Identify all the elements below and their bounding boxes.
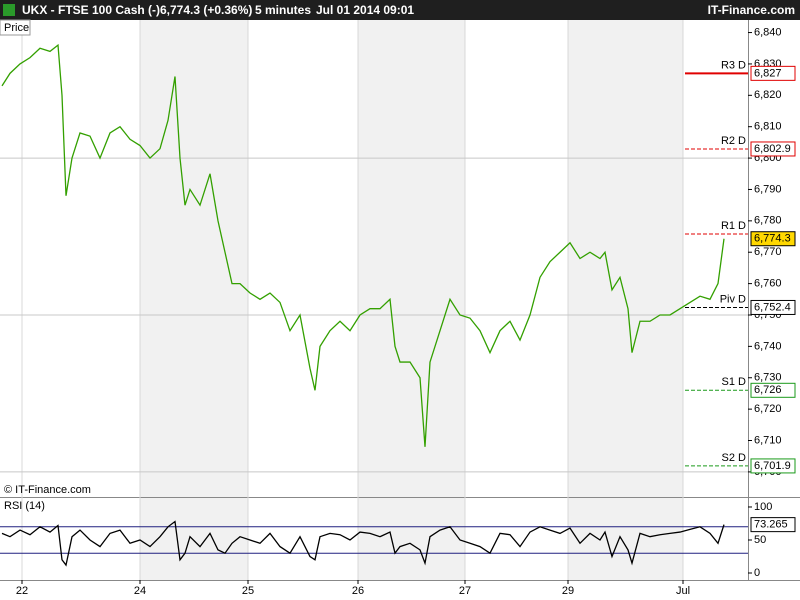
header-bar	[0, 0, 800, 20]
last-price-box	[750, 231, 796, 247]
y-tick-label: 50	[754, 534, 766, 546]
y-tick-label: 6,780	[754, 215, 782, 227]
header-icon	[3, 4, 15, 16]
pivot-value: 6,726	[754, 384, 782, 396]
x-tick-label: 27	[459, 585, 471, 597]
header-title: UKX - FTSE 100 Cash (-)	[22, 3, 160, 17]
data-line	[1, 43, 725, 447]
pivot-value: 6,802.9	[754, 143, 791, 155]
header-interval: 5 minutes	[255, 3, 311, 17]
y-tick-label: 100	[754, 501, 772, 513]
x-tick-label: Jul	[676, 585, 690, 597]
last-value-label: 73.265	[754, 519, 788, 531]
data-line	[1, 520, 725, 567]
pivot-name: S2 D	[722, 452, 747, 464]
y-tick-label: 6,740	[754, 340, 782, 352]
pivot-value: 6,827	[754, 67, 782, 79]
pivot-name: S1 D	[722, 376, 747, 388]
header-price: 6,774.3 (+0.36%)	[160, 3, 252, 17]
panel-title-box	[0, 19, 31, 36]
pivot-value: 6,701.9	[754, 460, 791, 472]
annotation: © IT-Finance.com	[4, 484, 91, 496]
x-tick-label: 25	[242, 585, 254, 597]
day-band	[140, 20, 248, 580]
pivot-value-box	[750, 141, 796, 157]
header-brand: IT-Finance.com	[708, 3, 795, 17]
pivot-value: 6,752.4	[754, 301, 791, 313]
panel-title: Price	[4, 22, 29, 34]
pivot-value-box	[750, 458, 796, 474]
day-band	[358, 20, 465, 580]
last-value-box	[750, 517, 796, 533]
last-price-label: 6,774.3	[754, 233, 791, 245]
day-bands	[140, 20, 683, 580]
pivot-name: R3 D	[721, 59, 746, 71]
header-date: Jul 01 2014 09:01	[316, 3, 414, 17]
y-tick-label: 6,810	[754, 121, 782, 133]
pivot-name: R1 D	[721, 220, 746, 232]
y-tick-label: 0	[754, 567, 760, 579]
y-tick-label: 6,820	[754, 89, 782, 101]
pivot-value-box	[750, 299, 796, 315]
x-tick-label: 29	[562, 585, 574, 597]
y-tick-label: 6,770	[754, 246, 782, 258]
y-tick-label: 6,790	[754, 183, 782, 195]
x-tick-label: 24	[134, 585, 146, 597]
y-tick-label: 6,730	[754, 372, 782, 384]
x-tick-label: 26	[352, 585, 364, 597]
y-tick-label: 6,710	[754, 434, 782, 446]
y-tick-label: 6,840	[754, 26, 782, 38]
panel-title: RSI (14)	[4, 500, 45, 512]
x-tick-label: 22	[16, 585, 28, 597]
pivot-value-box	[750, 65, 796, 81]
y-tick-label: 6,720	[754, 403, 782, 415]
pivot-name: Piv D	[720, 293, 746, 305]
y-tick-label: 6,760	[754, 278, 782, 290]
pivot-value-box	[750, 382, 796, 398]
pivot-name: R2 D	[721, 135, 746, 147]
